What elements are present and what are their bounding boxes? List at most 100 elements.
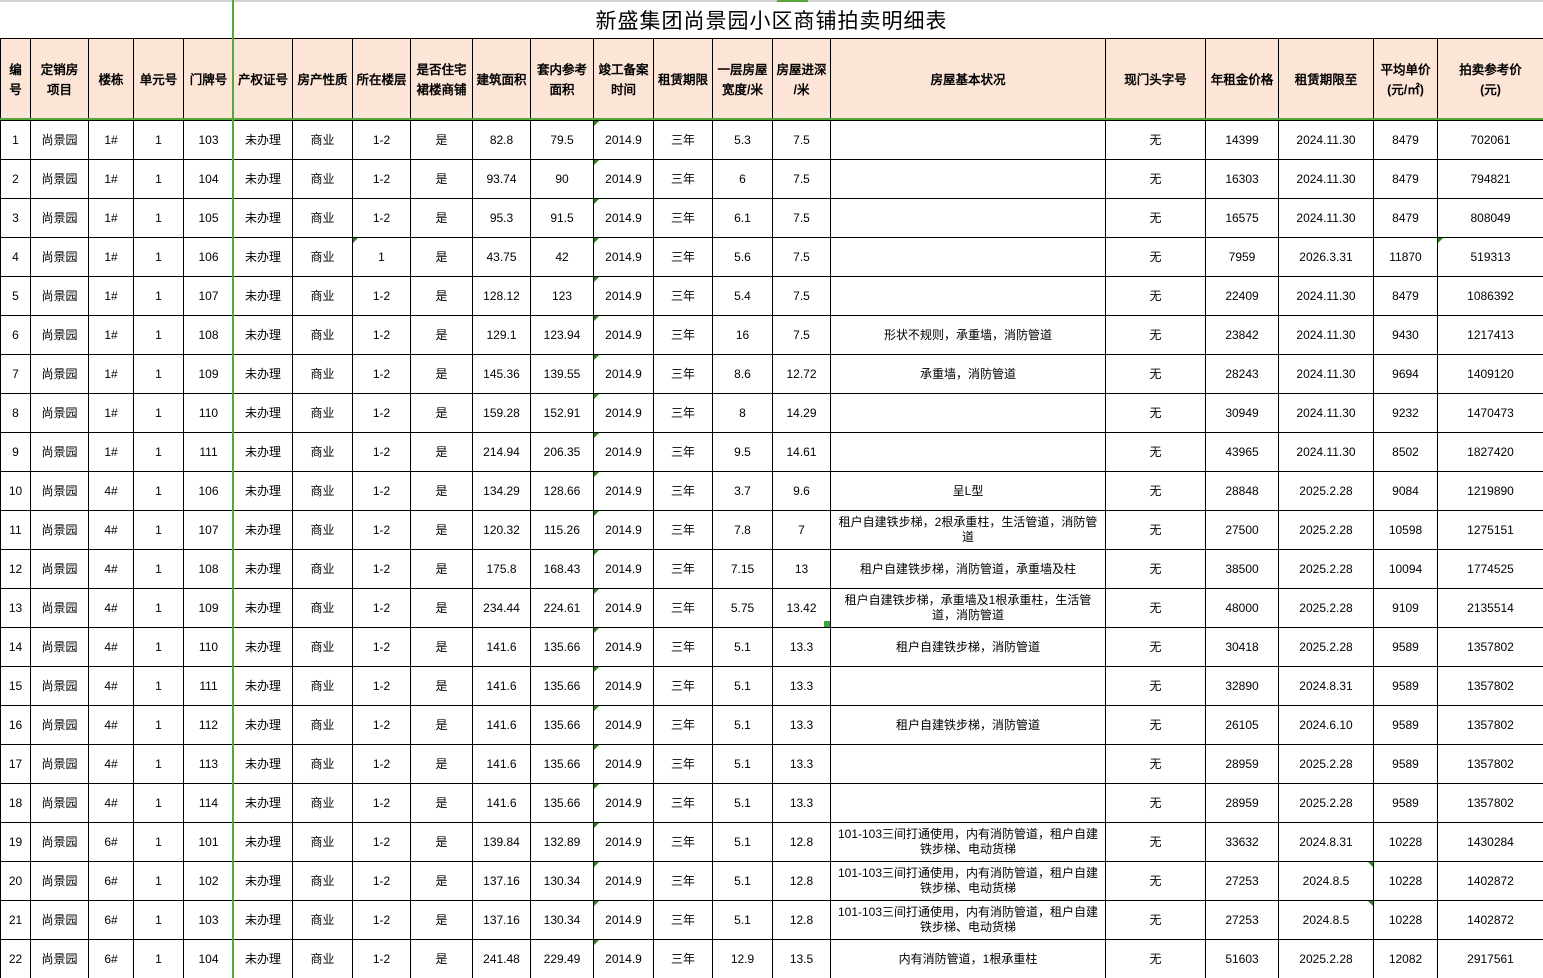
cell-project[interactable]: 尚景园 (30, 393, 89, 433)
cell-depth[interactable]: 7.5 (772, 198, 831, 238)
cell-cert[interactable]: 未办理 (233, 159, 293, 199)
cell-podium[interactable]: 是 (410, 198, 473, 238)
cell-cert[interactable]: 未办理 (233, 354, 293, 394)
cell-unit[interactable]: 1 (133, 822, 184, 862)
cell-floor[interactable]: 1-2 (352, 744, 411, 784)
cell-building[interactable]: 1# (88, 354, 134, 394)
cell-ref_price[interactable]: 808049 (1437, 198, 1543, 238)
cell-area[interactable]: 159.28 (472, 393, 531, 433)
cell-project[interactable]: 尚景园 (30, 627, 89, 667)
cell-podium[interactable]: 是 (410, 588, 473, 628)
cell-floor[interactable]: 1-2 (352, 120, 411, 160)
cell-lease_term[interactable]: 三年 (653, 744, 713, 784)
cell-podium[interactable]: 是 (410, 510, 473, 550)
cell-completion[interactable]: 2014.9 (593, 159, 654, 199)
cell-rent[interactable]: 28959 (1205, 744, 1279, 784)
column-header-project[interactable]: 定销房 项目 (30, 38, 89, 121)
cell-id[interactable]: 4 (0, 237, 31, 277)
cell-door[interactable]: 104 (183, 159, 234, 199)
cell-sign[interactable]: 无 (1105, 666, 1206, 706)
cell-width[interactable]: 5.1 (712, 861, 773, 901)
cell-unit[interactable]: 1 (133, 900, 184, 940)
cell-cert[interactable]: 未办理 (233, 432, 293, 472)
cell-id[interactable]: 18 (0, 783, 31, 823)
cell-lease_term[interactable]: 三年 (653, 354, 713, 394)
cell-ref_price[interactable]: 1470473 (1437, 393, 1543, 433)
cell-condition[interactable]: 租户自建铁步梯，消防管道 (830, 627, 1106, 667)
cell-lease_term[interactable]: 三年 (653, 627, 713, 667)
cell-rent[interactable]: 16303 (1205, 159, 1279, 199)
cell-floor[interactable]: 1-2 (352, 549, 411, 589)
cell-podium[interactable]: 是 (410, 120, 473, 160)
cell-completion[interactable]: 2014.9 (593, 354, 654, 394)
column-header-condition[interactable]: 房屋基本状况 (830, 38, 1106, 121)
cell-condition[interactable]: 呈L型 (830, 471, 1106, 511)
cell-ref_price[interactable]: 1357802 (1437, 783, 1543, 823)
cell-inner_area[interactable]: 115.26 (530, 510, 594, 550)
cell-door[interactable]: 113 (183, 744, 234, 784)
cell-avg_price[interactable]: 9084 (1373, 471, 1438, 511)
cell-lease_term[interactable]: 三年 (653, 939, 713, 978)
cell-door[interactable]: 102 (183, 861, 234, 901)
cell-avg_price[interactable]: 10228 (1373, 861, 1438, 901)
cell-condition[interactable]: 形状不规则，承重墙，消防管道 (830, 315, 1106, 355)
cell-nature[interactable]: 商业 (292, 900, 353, 940)
cell-building[interactable]: 4# (88, 783, 134, 823)
cell-ref_price[interactable]: 1275151 (1437, 510, 1543, 550)
cell-completion[interactable]: 2014.9 (593, 315, 654, 355)
cell-project[interactable]: 尚景园 (30, 354, 89, 394)
cell-width[interactable]: 7.8 (712, 510, 773, 550)
cell-id[interactable]: 8 (0, 393, 31, 433)
cell-inner_area[interactable]: 229.49 (530, 939, 594, 978)
cell-lease_term[interactable]: 三年 (653, 432, 713, 472)
cell-project[interactable]: 尚景园 (30, 510, 89, 550)
cell-nature[interactable]: 商业 (292, 276, 353, 316)
cell-condition[interactable] (830, 120, 1106, 160)
cell-rent[interactable]: 27500 (1205, 510, 1279, 550)
cell-lease_until[interactable]: 2025.2.28 (1278, 744, 1374, 784)
cell-sign[interactable]: 无 (1105, 393, 1206, 433)
cell-podium[interactable]: 是 (410, 237, 473, 277)
cell-project[interactable]: 尚景园 (30, 159, 89, 199)
cell-inner_area[interactable]: 135.66 (530, 666, 594, 706)
cell-depth[interactable]: 12.8 (772, 900, 831, 940)
cell-sign[interactable]: 无 (1105, 861, 1206, 901)
cell-ref_price[interactable]: 2917561 (1437, 939, 1543, 978)
cell-area[interactable]: 134.29 (472, 471, 531, 511)
cell-podium[interactable]: 是 (410, 276, 473, 316)
cell-building[interactable]: 1# (88, 159, 134, 199)
cell-nature[interactable]: 商业 (292, 627, 353, 667)
cell-rent[interactable]: 23842 (1205, 315, 1279, 355)
cell-cert[interactable]: 未办理 (233, 510, 293, 550)
column-header-podium[interactable]: 是否住宅 裙楼商铺 (410, 38, 473, 121)
cell-id[interactable]: 2 (0, 159, 31, 199)
cell-area[interactable]: 141.6 (472, 783, 531, 823)
cell-width[interactable]: 8 (712, 393, 773, 433)
cell-area[interactable]: 241.48 (472, 939, 531, 978)
cell-rent[interactable]: 33632 (1205, 822, 1279, 862)
cell-completion[interactable]: 2014.9 (593, 705, 654, 745)
cell-inner_area[interactable]: 135.66 (530, 705, 594, 745)
cell-avg_price[interactable]: 10094 (1373, 549, 1438, 589)
cell-sign[interactable]: 无 (1105, 237, 1206, 277)
cell-unit[interactable]: 1 (133, 705, 184, 745)
cell-lease_term[interactable]: 三年 (653, 237, 713, 277)
cell-project[interactable]: 尚景园 (30, 471, 89, 511)
cell-floor[interactable]: 1-2 (352, 939, 411, 978)
cell-nature[interactable]: 商业 (292, 744, 353, 784)
cell-project[interactable]: 尚景园 (30, 315, 89, 355)
cell-avg_price[interactable]: 10228 (1373, 822, 1438, 862)
cell-depth[interactable]: 12.8 (772, 861, 831, 901)
cell-lease_term[interactable]: 三年 (653, 276, 713, 316)
cell-door[interactable]: 104 (183, 939, 234, 978)
cell-condition[interactable] (830, 666, 1106, 706)
cell-rent[interactable]: 30418 (1205, 627, 1279, 667)
cell-condition[interactable] (830, 159, 1106, 199)
cell-floor[interactable]: 1-2 (352, 861, 411, 901)
cell-lease_until[interactable]: 2024.11.30 (1278, 120, 1374, 160)
cell-depth[interactable]: 12.8 (772, 822, 831, 862)
cell-inner_area[interactable]: 135.66 (530, 783, 594, 823)
cell-inner_area[interactable]: 130.34 (530, 861, 594, 901)
cell-rent[interactable]: 28848 (1205, 471, 1279, 511)
cell-project[interactable]: 尚景园 (30, 666, 89, 706)
